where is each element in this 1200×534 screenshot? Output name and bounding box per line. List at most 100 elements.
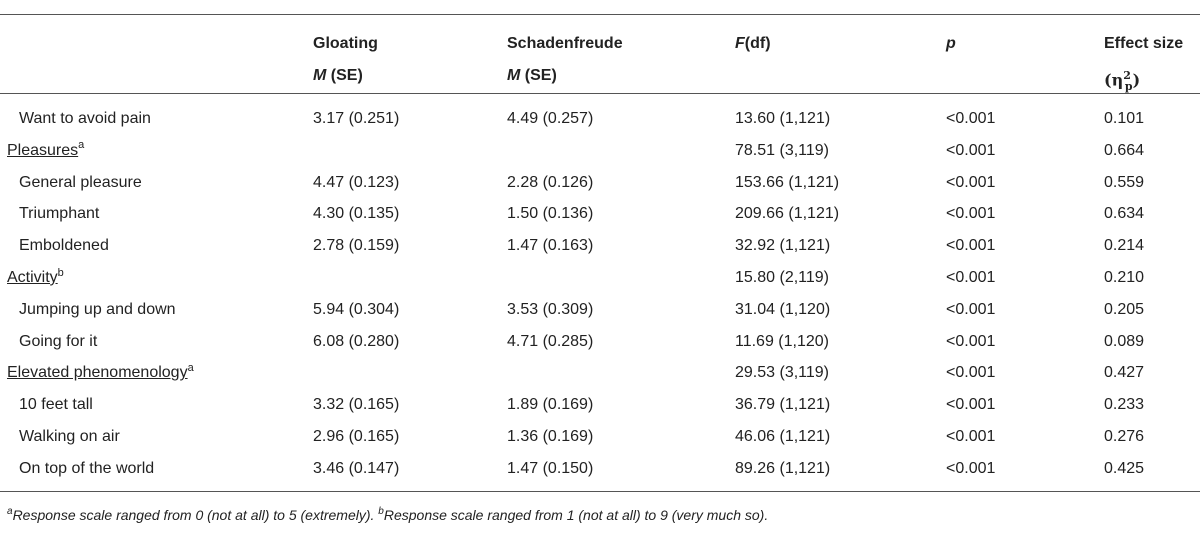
row-label: Going for it (19, 332, 98, 350)
schadenfreude-cell: 1.89 (0.169) (507, 396, 594, 414)
header-gloating-m: M (313, 67, 327, 84)
header-effect-symbol: (η2p) (1104, 69, 1141, 93)
header-f-df: F(df) (735, 28, 771, 60)
table-row: Want to avoid pain 3.17 (0.251) 4.49 (0.25… (0, 103, 1200, 135)
group-label: Activityb (7, 266, 64, 286)
p-value-cell: <0.001 (946, 396, 996, 414)
table-row: 10 feet tall 3.32 (0.165) 1.89 (0.169) 36.7… (0, 389, 1200, 421)
table-header-rule (0, 93, 1200, 94)
header-f-letter: F (735, 35, 745, 52)
gloating-cell: 2.78 (0.159) (313, 237, 400, 255)
p-value-cell: <0.001 (946, 110, 996, 127)
row-label: General pleasure (19, 173, 142, 191)
schadenfreude-cell: 4.49 (0.257) (507, 110, 594, 127)
effect-size-cell: 0.276 (1104, 428, 1145, 445)
schadenfreude-cell: 4.71 (0.285) (507, 332, 594, 350)
p-value-cell: <0.001 (946, 300, 996, 318)
effect-size-cell: 0.101 (1104, 110, 1145, 127)
p-value-cell: <0.001 (946, 332, 996, 350)
header-schadenfreude-m: M (507, 67, 521, 84)
f-df-cell: 32.92 (1,121) (735, 237, 831, 255)
p-value-cell: <0.001 (946, 364, 996, 382)
row-label: Emboldened (19, 237, 109, 255)
footnote-text-a: Response scale ranged from 0 (not at all… (12, 507, 379, 523)
schadenfreude-cell: 1.36 (0.169) (507, 428, 594, 445)
schadenfreude-cell: 1.50 (0.136) (507, 205, 594, 223)
schadenfreude-cell: 1.47 (0.163) (507, 237, 594, 255)
effect-size-cell: 0.089 (1104, 332, 1145, 350)
header-schadenfreude-subtitle: M (SE) (507, 60, 623, 92)
header-schadenfreude-title: Schadenfreude (507, 35, 623, 52)
eta-symbol: η (1111, 70, 1124, 90)
table-row: Jumping up and down 5.94 (0.304) 3.53 (0.3… (0, 294, 1200, 326)
gloating-cell: 6.08 (0.280) (313, 332, 400, 350)
table-group-row: Activityb 15.80 (2,119) <0.001 0.210 (0, 262, 1200, 294)
p-value-cell: <0.001 (946, 237, 996, 255)
effect-size-cell: 0.427 (1104, 364, 1145, 382)
p-value-cell: <0.001 (946, 269, 996, 286)
header-p: p (946, 28, 956, 60)
p-value-cell: <0.001 (946, 173, 996, 191)
f-df-cell: 209.66 (1,121) (735, 205, 840, 223)
header-gloating-title: Gloating (313, 35, 378, 52)
group-label: Elevated phenomenologya (7, 362, 194, 382)
header-f-df-rest: (df) (744, 35, 771, 52)
effect-size-cell: 0.634 (1104, 205, 1145, 223)
f-df-cell: 78.51 (3,119) (735, 141, 829, 159)
header-gloating-se: (SE) (326, 67, 363, 84)
header-schadenfreude-se: (SE) (520, 67, 557, 84)
row-label: Want to avoid pain (19, 110, 151, 127)
row-label: Walking on air (19, 428, 120, 445)
effect-size-cell: 0.425 (1104, 459, 1145, 477)
row-label: 10 feet tall (19, 396, 93, 414)
gloating-cell: 4.47 (0.123) (313, 173, 400, 191)
f-df-cell: 36.79 (1,121) (735, 396, 831, 414)
gloating-cell: 5.94 (0.304) (313, 300, 400, 318)
table-top-rule (0, 14, 1200, 15)
table-group-row: Elevated phenomenologya 29.53 (3,119) <0.0… (0, 357, 1200, 389)
p-value-cell: <0.001 (946, 141, 996, 159)
table-row: Emboldened 2.78 (0.159) 1.47 (0.163) 32.92 … (0, 230, 1200, 262)
gloating-cell: 3.32 (0.165) (313, 396, 400, 414)
effect-size-cell: 0.233 (1104, 396, 1145, 414)
f-df-cell: 15.80 (2,119) (735, 269, 829, 286)
table-row: On top of the world 3.46 (0.147) 1.47 (0.1… (0, 453, 1200, 485)
schadenfreude-cell: 2.28 (0.126) (507, 173, 594, 191)
row-label: Jumping up and down (19, 300, 176, 318)
table-row: Going for it 6.08 (0.280) 4.71 (0.285) 11.6… (0, 326, 1200, 358)
f-df-cell: 29.53 (3,119) (735, 364, 829, 382)
gloating-cell: 4.30 (0.135) (313, 205, 400, 223)
header-effect-size: Effect size (η2p) (1104, 28, 1184, 93)
p-value-cell: <0.001 (946, 428, 996, 445)
gloating-cell: 2.96 (0.165) (313, 428, 400, 445)
effect-size-cell: 0.214 (1104, 237, 1145, 255)
table-row: General pleasure 4.47 (0.123) 2.28 (0.126)… (0, 167, 1200, 199)
f-df-cell: 31.04 (1,120) (735, 300, 831, 318)
table-group-row: Pleasuresa 78.51 (3,119) <0.001 0.664 (0, 135, 1200, 167)
f-df-cell: 13.60 (1,121) (735, 110, 831, 127)
header-gloating-subtitle: M (SE) (313, 60, 378, 92)
table-row: Triumphant 4.30 (0.135) 1.50 (0.136) 209.66… (0, 198, 1200, 230)
f-df-cell: 89.26 (1,121) (735, 459, 831, 477)
effect-size-cell: 0.205 (1104, 300, 1145, 318)
eta-superscript: 2 (1123, 69, 1131, 82)
table-bottom-rule (0, 491, 1200, 492)
eta-subscript: p (1124, 79, 1133, 93)
row-label: Triumphant (19, 205, 100, 223)
schadenfreude-cell: 3.53 (0.309) (507, 300, 594, 318)
header-p-letter: p (946, 35, 956, 52)
header-effect-title: Effect size (1104, 35, 1184, 52)
f-df-cell: 11.69 (1,120) (735, 332, 829, 350)
effect-size-cell: 0.559 (1104, 173, 1145, 191)
schadenfreude-cell: 1.47 (0.150) (507, 459, 594, 477)
effect-size-cell: 0.664 (1104, 141, 1145, 159)
table-footnote: aResponse scale ranged from 0 (not at al… (7, 506, 769, 523)
header-gloating: Gloating M (SE) (313, 28, 378, 92)
effect-size-cell: 0.210 (1104, 269, 1145, 286)
f-df-cell: 46.06 (1,121) (735, 428, 831, 445)
header-schadenfreude: Schadenfreude M (SE) (507, 28, 623, 92)
footnote-text-b: Response scale ranged from 1 (not at all… (383, 507, 769, 523)
row-label: On top of the world (19, 459, 155, 477)
p-value-cell: <0.001 (946, 459, 996, 477)
table-row: Walking on air 2.96 (0.165) 1.36 (0.169) 46… (0, 421, 1200, 453)
